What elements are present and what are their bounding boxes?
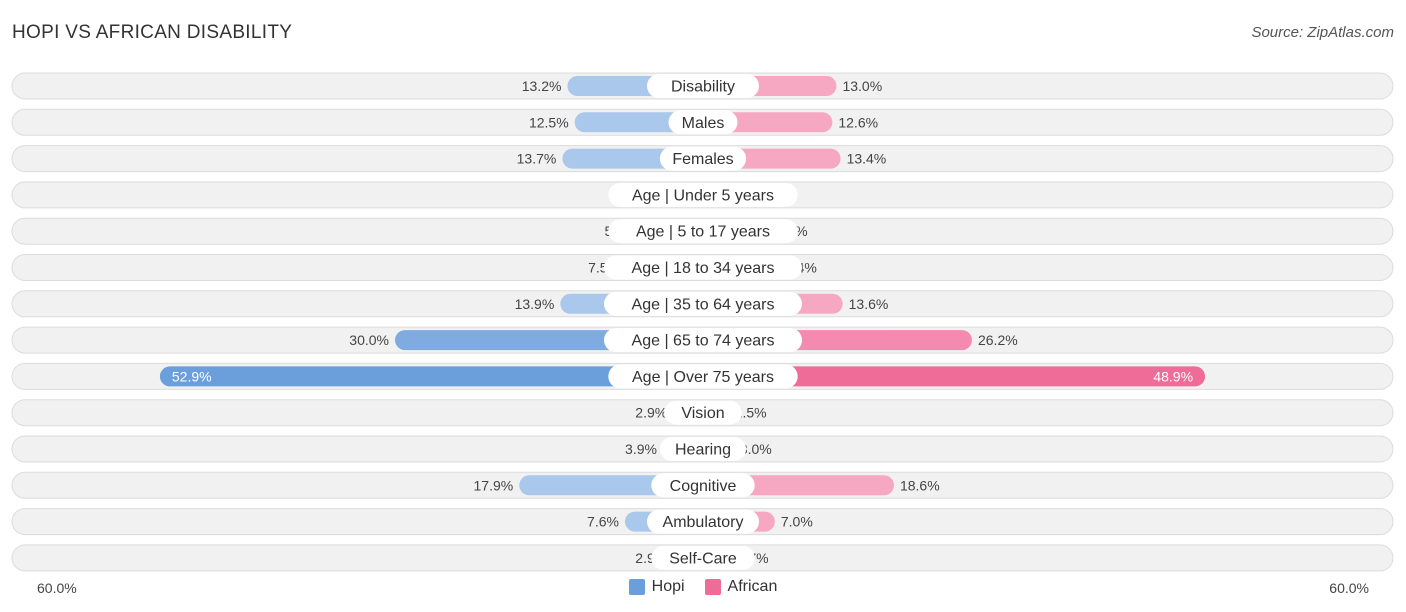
value-label-hopi-age-35-to-64-years: 13.9%	[515, 296, 555, 312]
category-pill-age-18-to-34-years	[604, 255, 802, 280]
value-label-hopi-disability: 13.2%	[522, 78, 562, 94]
value-label-african-males: 12.6%	[838, 114, 878, 130]
value-label-african-females: 13.4%	[847, 151, 887, 167]
value-label-hopi-age-65-to-74-years: 30.0%	[349, 332, 389, 348]
category-pill-vision	[664, 400, 742, 425]
legend: Hopi African	[0, 578, 1406, 596]
value-label-african-age-over-75-years: 48.9%	[1153, 368, 1193, 384]
category-label-self-care: Self-Care	[669, 550, 737, 567]
value-label-hopi-hearing: 3.9%	[625, 441, 657, 457]
legend-label-hopi: Hopi	[651, 578, 685, 595]
category-label-age-under-5-years: Age | Under 5 years	[632, 187, 774, 204]
category-label-age-18-to-34-years: Age | 18 to 34 years	[632, 260, 775, 277]
value-label-african-cognitive: 18.6%	[900, 477, 940, 493]
value-label-hopi-cognitive: 17.9%	[474, 477, 514, 493]
category-pill-males	[668, 110, 738, 135]
value-label-hopi-females: 13.7%	[517, 151, 557, 167]
category-pill-age-5-to-17-years	[608, 219, 798, 244]
category-pill-females	[659, 146, 747, 171]
bar-african-age-over-75-years	[703, 366, 1206, 387]
category-pill-age-under-5-years	[608, 182, 798, 207]
value-label-african-ambulatory: 7.0%	[781, 514, 813, 530]
category-pill-age-65-to-74-years	[604, 328, 802, 353]
value-label-african-age-35-to-64-years: 13.6%	[849, 296, 889, 312]
value-label-hopi-age-over-75-years: 52.9%	[172, 368, 212, 384]
category-label-ambulatory: Ambulatory	[663, 514, 744, 531]
value-label-hopi-vision: 2.9%	[635, 405, 667, 421]
value-label-african-hearing: 3.0%	[740, 441, 772, 457]
category-label-disability: Disability	[671, 79, 735, 96]
legend-swatch-african	[704, 579, 721, 595]
category-label-females: Females	[672, 151, 733, 168]
chart-title: HOPI VS AFRICAN DISABILITY	[12, 22, 293, 43]
category-pill-disability	[647, 74, 759, 98]
source-credit: Source: ZipAtlas.com	[1251, 24, 1394, 41]
bar-hopi-age-over-75-years	[159, 366, 704, 387]
value-label-african-vision: 2.5%	[735, 405, 767, 421]
legend-item-african: African	[704, 578, 778, 596]
category-pill-age-over-75-years	[608, 364, 798, 389]
legend-swatch-hopi	[628, 579, 645, 595]
category-label-age-over-75-years: Age | Over 75 years	[632, 369, 774, 386]
legend-label-african: African	[727, 578, 778, 595]
category-label-age-35-to-64-years: Age | 35 to 64 years	[632, 296, 775, 313]
value-label-african-disability: 13.0%	[842, 78, 882, 94]
axis-min-label: 60.0%	[37, 580, 77, 596]
category-label-hearing: Hearing	[675, 442, 731, 459]
category-pill-cognitive	[651, 473, 755, 498]
category-label-age-5-to-17-years: Age | 5 to 17 years	[636, 224, 770, 241]
value-label-african-age-65-to-74-years: 26.2%	[978, 332, 1018, 348]
category-pill-self-care	[651, 545, 755, 570]
value-label-hopi-ambulatory: 7.6%	[587, 514, 619, 530]
category-label-cognitive: Cognitive	[670, 478, 737, 495]
category-label-males: Males	[682, 115, 725, 132]
category-label-age-65-to-74-years: Age | 65 to 74 years	[632, 333, 775, 350]
category-pill-age-35-to-64-years	[604, 291, 802, 316]
category-pill-hearing	[659, 437, 747, 461]
axis-max-label: 60.0%	[1329, 580, 1369, 596]
category-pill-ambulatory	[647, 509, 759, 534]
legend-item-hopi: Hopi	[628, 578, 685, 596]
value-label-hopi-males: 12.5%	[529, 114, 569, 130]
category-label-vision: Vision	[681, 405, 724, 422]
